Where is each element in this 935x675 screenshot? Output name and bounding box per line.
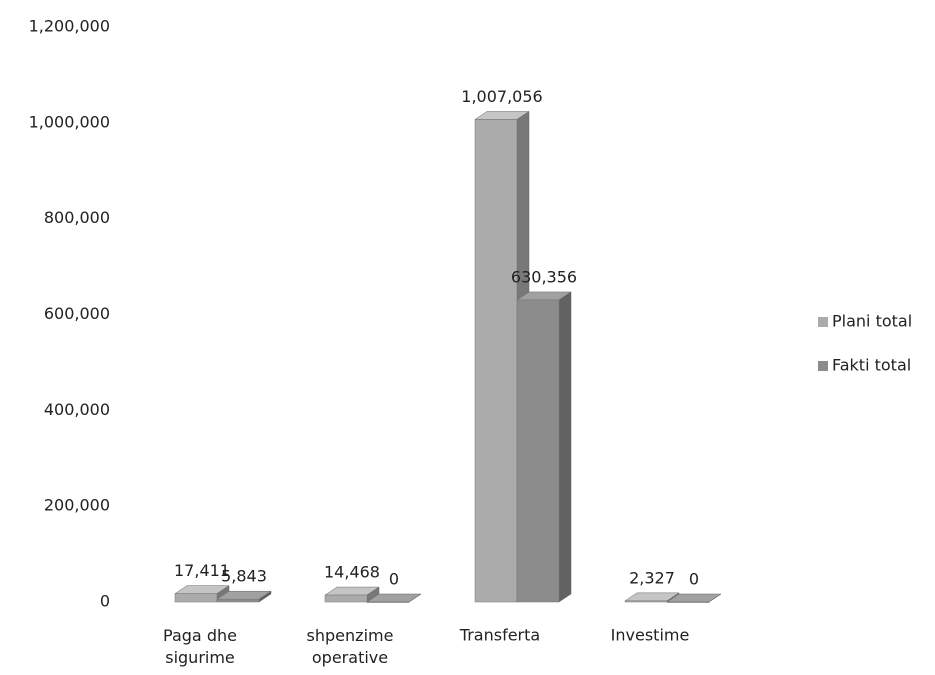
value-label: 17,411 xyxy=(174,561,230,580)
value-label: 2,327 xyxy=(629,568,675,587)
y-tick-label: 200,000 xyxy=(44,496,110,515)
bar xyxy=(624,600,668,603)
bar xyxy=(666,601,710,603)
bar xyxy=(516,299,560,603)
y-tick-label: 1,200,000 xyxy=(29,17,110,36)
y-tick-label: 0 xyxy=(100,592,110,611)
x-tick-label: Transferta xyxy=(459,626,540,645)
value-label: 1,007,056 xyxy=(461,87,542,106)
bar xyxy=(174,593,218,603)
y-tick-label: 1,000,000 xyxy=(29,112,110,131)
value-label: 0 xyxy=(389,570,399,589)
bar xyxy=(366,601,410,603)
x-tick-label: Investime xyxy=(611,626,690,645)
y-tick-label: 800,000 xyxy=(44,208,110,227)
value-label: 0 xyxy=(689,570,699,589)
value-label: 14,468 xyxy=(324,563,380,582)
legend-label: Plani total xyxy=(832,312,912,331)
bar-side xyxy=(558,291,572,603)
bar-side xyxy=(408,593,422,603)
y-tick-label: 600,000 xyxy=(44,304,110,323)
legend-swatch xyxy=(818,361,828,371)
y-tick-label: 400,000 xyxy=(44,400,110,419)
bar-side xyxy=(708,593,722,603)
bar xyxy=(474,119,518,603)
bar xyxy=(216,598,260,603)
x-tick-label: Paga dhe sigurime xyxy=(163,626,237,667)
x-tick-label: shpenzime operative xyxy=(307,626,394,667)
legend-label: Fakti total xyxy=(832,356,911,375)
legend-swatch xyxy=(818,317,828,327)
value-label: 5,843 xyxy=(221,567,267,586)
bar xyxy=(324,594,368,603)
value-label: 630,356 xyxy=(511,267,577,286)
